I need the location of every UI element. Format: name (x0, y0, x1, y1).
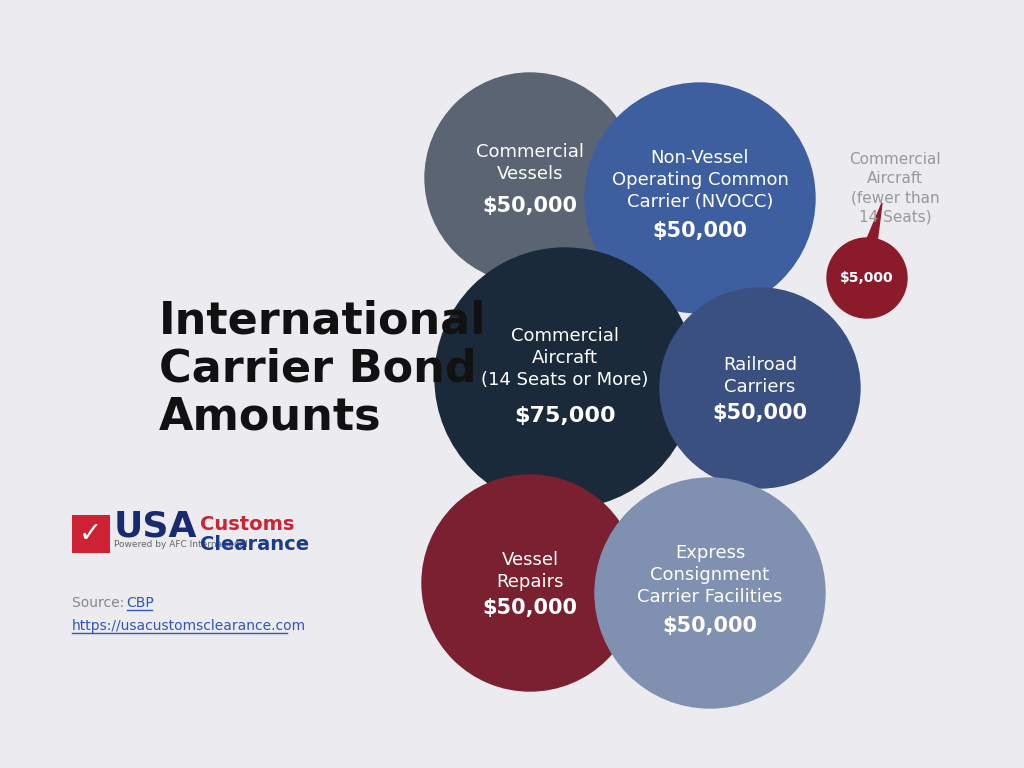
Text: Clearance: Clearance (200, 535, 309, 554)
Circle shape (425, 73, 635, 283)
Circle shape (422, 475, 638, 691)
Text: Commercial
Vessels: Commercial Vessels (476, 143, 584, 183)
Text: Commercial
Aircraft
(14 Seats or More): Commercial Aircraft (14 Seats or More) (481, 327, 648, 389)
Text: $50,000: $50,000 (713, 403, 808, 423)
Text: $75,000: $75,000 (514, 406, 615, 426)
Text: Railroad
Carriers: Railroad Carriers (723, 356, 797, 396)
Circle shape (435, 248, 695, 508)
Text: $50,000: $50,000 (652, 221, 748, 241)
Text: Customs: Customs (200, 515, 294, 535)
Circle shape (660, 288, 860, 488)
Text: Commercial
Aircraft
(fewer than
14 Seats): Commercial Aircraft (fewer than 14 Seats… (849, 152, 941, 224)
Text: ✓: ✓ (79, 520, 102, 548)
Text: https://usacustomsclearance.com: https://usacustomsclearance.com (72, 619, 306, 633)
Text: $5,000: $5,000 (840, 271, 894, 285)
Text: $50,000: $50,000 (663, 616, 758, 636)
Text: International
Carrier Bond
Amounts: International Carrier Bond Amounts (159, 299, 486, 439)
Text: $50,000: $50,000 (482, 196, 578, 216)
Text: Vessel
Repairs: Vessel Repairs (497, 551, 564, 591)
Text: CBP: CBP (127, 596, 155, 610)
Polygon shape (859, 203, 882, 258)
Text: Express
Consignment
Carrier Facilities: Express Consignment Carrier Facilities (637, 544, 782, 606)
FancyBboxPatch shape (72, 515, 110, 553)
Text: $50,000: $50,000 (482, 598, 578, 618)
Circle shape (595, 478, 825, 708)
Text: Powered by AFC International: Powered by AFC International (114, 540, 248, 549)
Text: Non-Vessel
Operating Common
Carrier (NVOCC): Non-Vessel Operating Common Carrier (NVO… (611, 149, 788, 211)
Circle shape (827, 238, 907, 318)
Circle shape (585, 83, 815, 313)
Text: USA: USA (114, 510, 198, 544)
Text: Source:: Source: (72, 596, 128, 610)
